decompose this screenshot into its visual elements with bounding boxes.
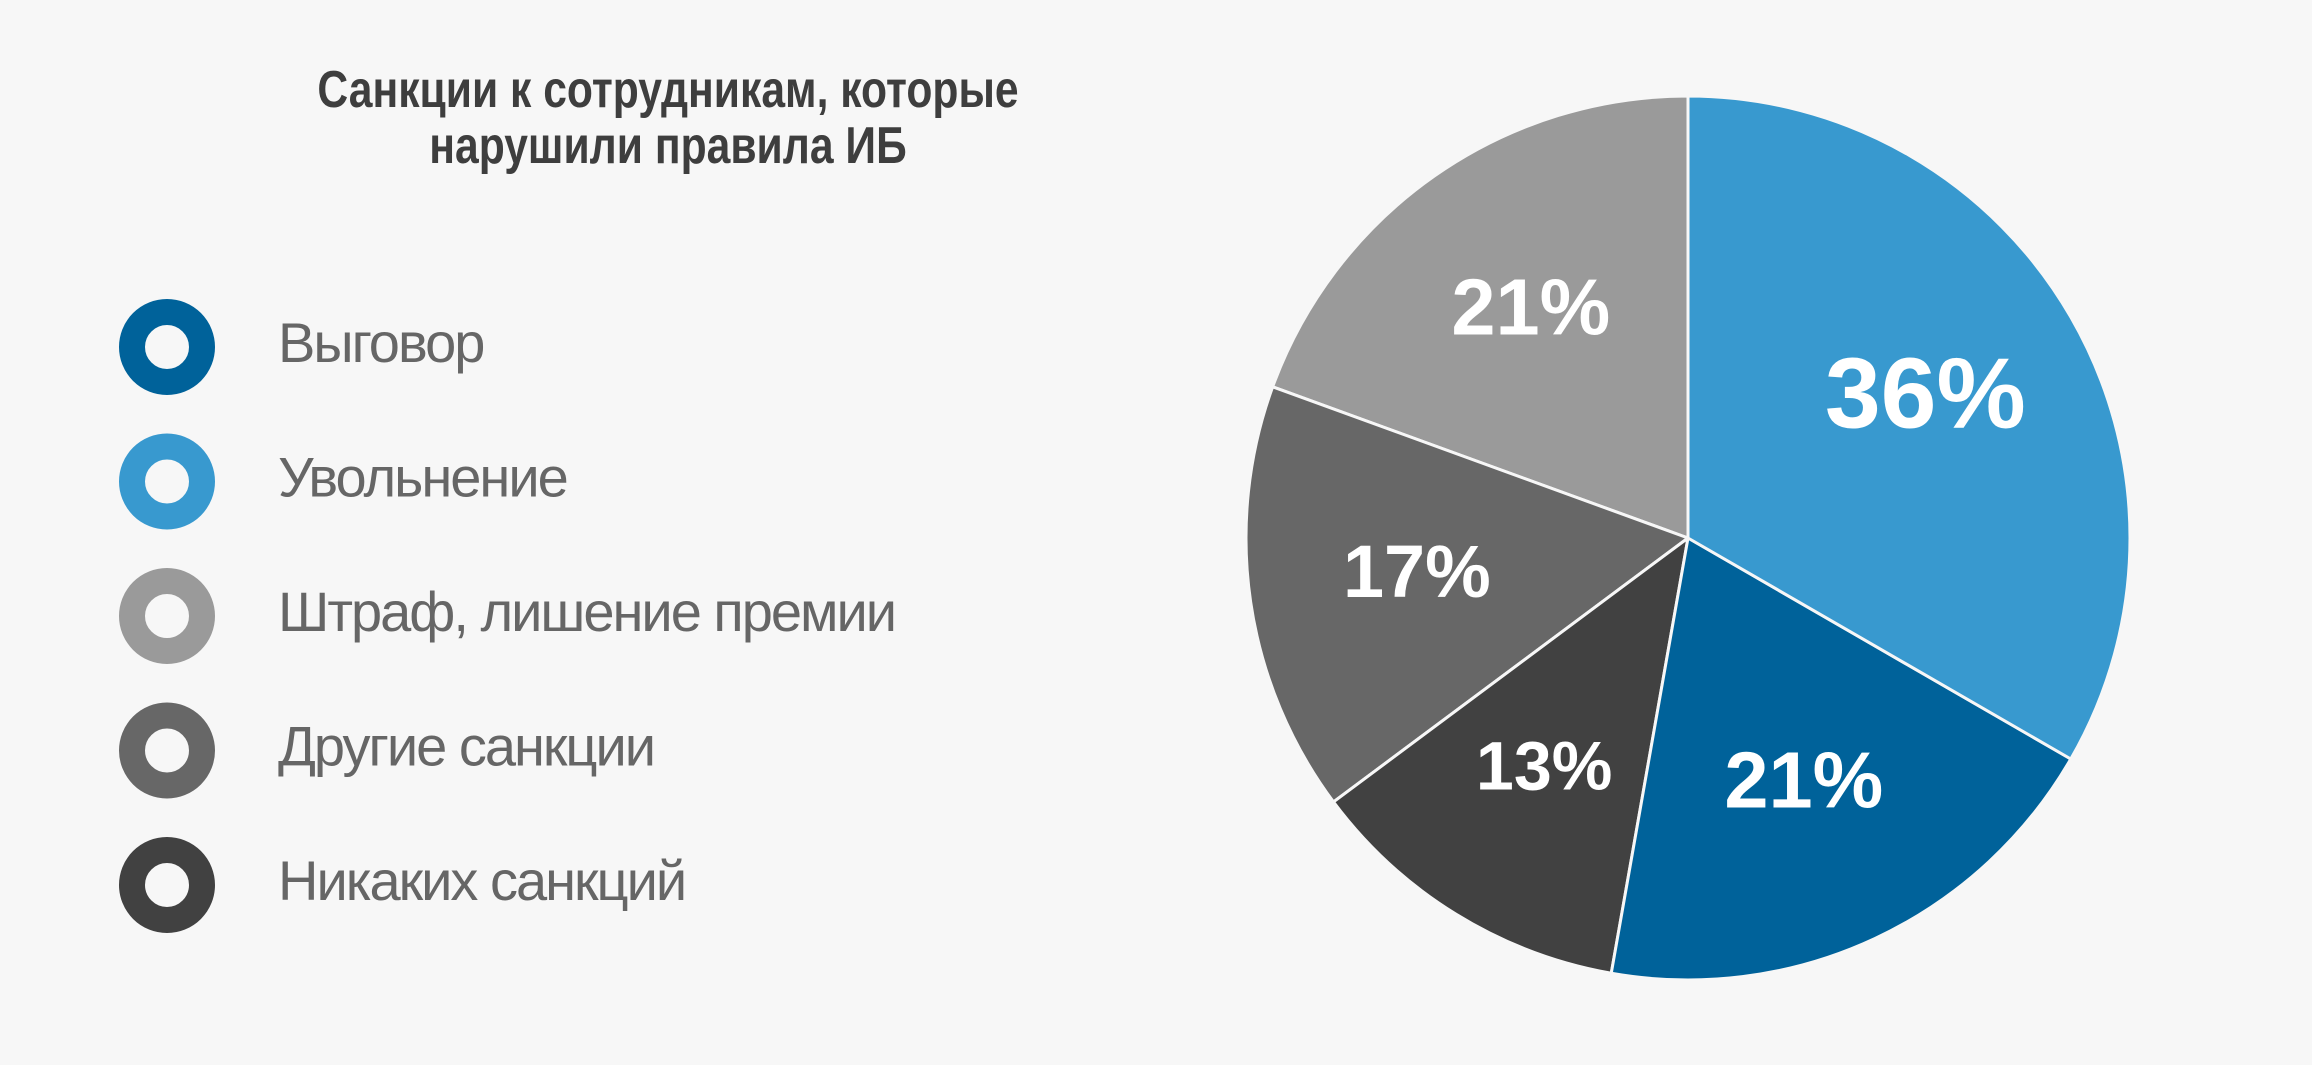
legend-label: Другие санкции [278,714,654,777]
legend-label: Штраф, лишение премии [278,580,895,643]
data-label: 21% [1724,735,1883,824]
legend-label: Выговор [278,311,483,374]
pie-slice [1609,535,2073,982]
pie-slice [1331,534,1691,976]
pie-slice [1270,94,1690,541]
legend-marker [119,702,215,799]
chart-title: Санкции к сотрудникам, которые нарушили … [317,61,1019,175]
data-label: 21% [1451,262,1610,351]
data-label: 17% [1343,530,1491,613]
pie-slice [1244,384,1692,805]
legend-label: Никаких санкций [278,849,685,912]
legend-marker [119,568,215,664]
legend-label: Увольнение [278,445,567,508]
legend-marker [119,837,215,933]
data-label: 13% [1476,728,1612,804]
pie-slice [1686,94,2132,762]
legend-marker [119,299,215,395]
data-label: 36% [1825,337,2026,449]
legend-marker [119,433,215,530]
